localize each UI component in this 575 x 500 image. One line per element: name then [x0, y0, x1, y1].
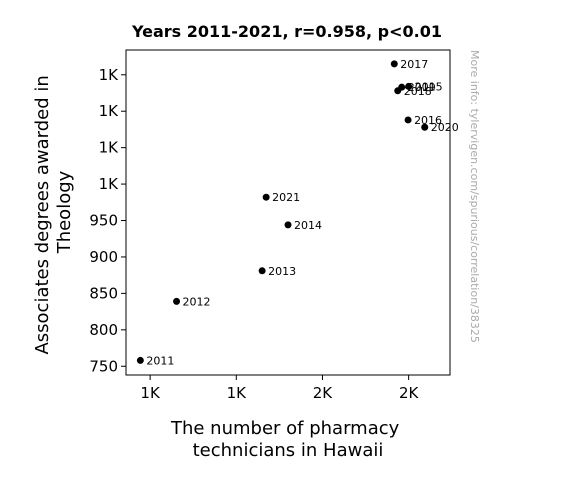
data-point-label-2021: 2021 — [272, 191, 300, 204]
data-point-label-2013: 2013 — [268, 265, 296, 278]
data-point-label-2016: 2016 — [414, 114, 442, 127]
data-point-label-2018: 2018 — [404, 85, 432, 98]
data-point-2020 — [421, 123, 429, 131]
y-axis-label-line-2: Theology — [54, 170, 75, 254]
x-axis-label-line-1: The number of pharmacy — [170, 418, 400, 439]
data-point-label-2014: 2014 — [294, 219, 322, 232]
y-tick-label: 900 — [89, 248, 118, 266]
data-point-2021 — [262, 193, 270, 201]
chart-title: Years 2011-2021, r=0.958, p<0.01 — [131, 22, 442, 41]
y-tick-label: 950 — [89, 212, 118, 230]
y-tick-label: 1K — [99, 102, 120, 120]
data-point-label-2012: 2012 — [183, 295, 211, 308]
x-axis-label: The number of pharmacy technicians in Ha… — [170, 418, 405, 461]
y-tick-label: 1K — [99, 66, 120, 84]
x-tick-label: 1K — [140, 384, 161, 402]
data-point-2013 — [258, 267, 266, 275]
plot-area — [125, 49, 451, 376]
x-tick-label: 1K — [227, 384, 248, 402]
data-point-label-2015: 2015 — [415, 80, 443, 93]
data-point-label-2017: 2017 — [400, 58, 428, 71]
y-tick-label: 750 — [89, 357, 118, 375]
watermark-text: More info: tylervigen.com/spurious/corre… — [468, 50, 481, 343]
data-point-label-2011: 2011 — [146, 354, 174, 367]
data-point-2015 — [405, 82, 413, 90]
x-axis: 1K 1K 2K 2K — [140, 375, 419, 402]
y-tick-label: 850 — [89, 284, 118, 302]
y-axis-label: Associates degrees awarded in Theology — [32, 69, 75, 354]
y-tick-label: 1K — [99, 175, 120, 193]
x-axis-label-line-2: technicians in Hawaii — [193, 440, 384, 461]
data-point-2014 — [284, 221, 292, 229]
data-point-2017 — [390, 60, 398, 68]
data-point-label-2019: 2019 — [408, 81, 436, 94]
y-axis-label-line-1: Associates degrees awarded in — [32, 75, 53, 354]
data-point-2016 — [404, 116, 412, 124]
data-point-2019 — [398, 83, 406, 91]
data-point-2012 — [173, 297, 181, 305]
y-tick-label: 1K — [99, 139, 120, 157]
x-tick-label: 2K — [313, 384, 334, 402]
data-point-label-2020: 2020 — [431, 121, 459, 134]
x-tick-label: 2K — [399, 384, 420, 402]
y-tick-label: 800 — [89, 321, 118, 339]
y-axis: 750 800 850 900 950 1K 1K 1K 1K — [89, 66, 126, 375]
data-point-2011 — [136, 356, 144, 364]
